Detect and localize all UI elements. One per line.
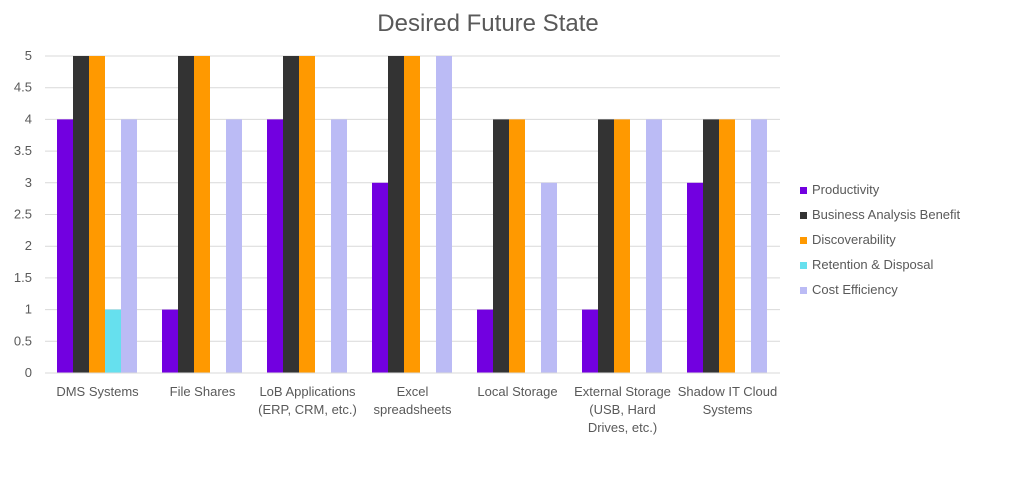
x-tick-label: DMS Systems [56,384,139,399]
y-tick-label: 5 [25,48,32,63]
y-tick-label: 2.5 [14,207,32,222]
bar [57,119,73,374]
bar [121,119,137,374]
legend-label: Business Analysis Benefit [812,207,961,222]
bar [509,119,525,374]
y-tick-label: 3 [25,175,32,190]
y-axis-ticks: 0 0.5 1 1.5 2 2.5 3 3.5 4 4.5 5 [14,48,32,380]
bar [226,119,242,374]
bar [267,119,283,374]
bar [178,56,194,373]
bar [331,119,347,374]
x-axis-labels: DMS Systems File Shares LoB Applications (E… [56,384,777,435]
bar [73,56,89,373]
x-tick-label: File Shares [170,384,236,399]
bar [299,56,315,373]
bar [404,56,420,373]
bar [372,182,388,373]
legend-swatch [800,187,807,194]
bar [751,119,767,374]
legend-swatch [800,237,807,244]
legend-label: Productivity [812,182,880,197]
bar [388,56,404,373]
y-tick-label: 3.5 [14,143,32,158]
x-tick-label: External Storage (USB, Hard Drives, etc.) [574,384,671,435]
chart-title: Desired Future State [377,10,598,37]
legend-swatch [800,262,807,269]
y-tick-label: 4.5 [14,80,32,95]
bar [105,309,121,373]
bar [646,119,662,374]
x-tick-label: LoB Applications (ERP, CRM, etc.) [258,384,357,417]
bar [582,309,598,373]
bar [194,56,210,373]
legend: Productivity Business Analysis Benefit Dis… [800,182,961,297]
bar [719,119,735,374]
x-tick-label: Excel spreadsheets [373,384,452,417]
bar [477,309,493,373]
bars [57,56,767,374]
legend-label: Cost Efficiency [812,282,898,297]
legend-label: Discoverability [812,232,896,247]
bar [598,119,614,374]
y-tick-label: 0.5 [14,333,32,348]
bar [283,56,299,373]
bar [541,182,557,373]
bar [493,119,509,374]
y-tick-label: 1.5 [14,270,32,285]
y-tick-label: 1 [25,302,32,317]
bar [436,56,452,373]
x-tick-label: Local Storage [477,384,557,399]
bar [162,309,178,373]
bar [89,56,105,373]
bar [687,182,703,373]
legend-label: Retention & Disposal [812,257,934,272]
y-tick-label: 0 [25,365,32,380]
x-tick-label: Shadow IT Cloud Systems [678,384,778,417]
y-tick-label: 4 [25,111,32,126]
y-tick-label: 2 [25,238,32,253]
bar [614,119,630,374]
bar [703,119,719,374]
legend-swatch [800,212,807,219]
legend-swatch [800,287,807,294]
